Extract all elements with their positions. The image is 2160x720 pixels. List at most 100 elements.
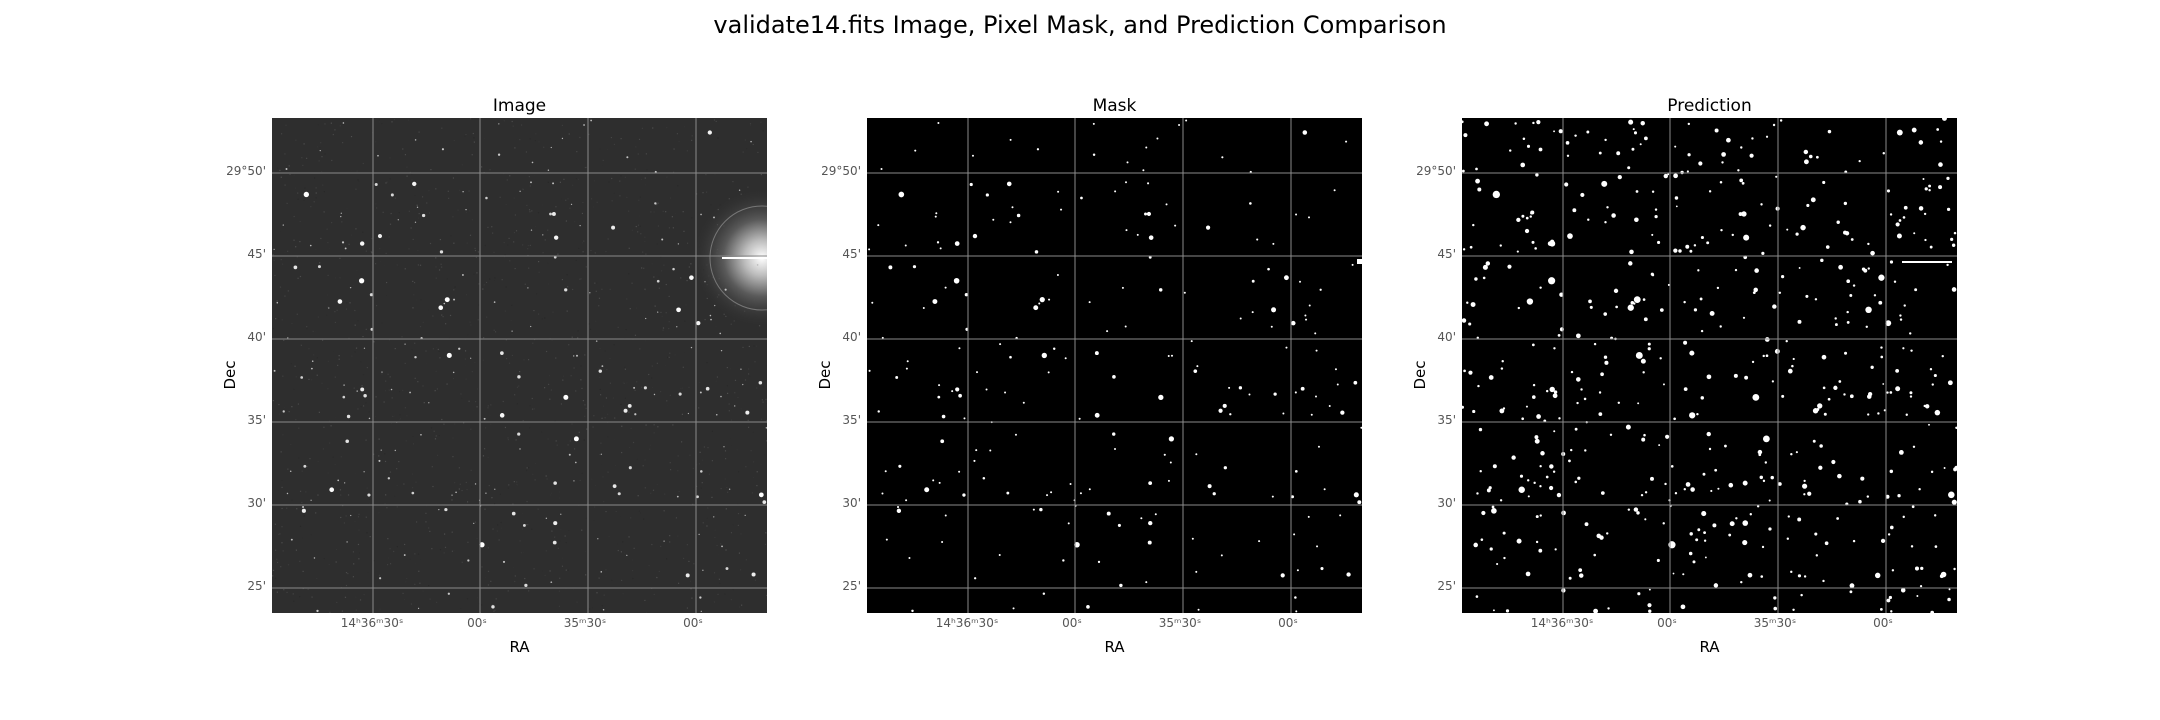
noise-pixel xyxy=(465,133,467,136)
noise-pixel xyxy=(631,282,633,284)
source xyxy=(368,417,371,420)
noise-pixel xyxy=(603,594,605,596)
noise-pixel xyxy=(521,528,524,530)
noise-pixel xyxy=(537,313,540,315)
source xyxy=(880,167,883,171)
source xyxy=(1117,523,1121,527)
source xyxy=(542,234,544,236)
noise-pixel xyxy=(421,196,424,198)
noise-pixel xyxy=(722,605,724,607)
predicted-source xyxy=(1941,118,1947,121)
noise-pixel xyxy=(295,139,297,141)
noise-pixel xyxy=(565,220,568,222)
predicted-source xyxy=(1930,610,1935,613)
predicted-source xyxy=(1805,294,1809,298)
source xyxy=(1587,218,1590,221)
source xyxy=(720,395,722,398)
noise-pixel xyxy=(678,490,680,493)
noise-pixel xyxy=(335,548,338,551)
source xyxy=(1223,466,1227,470)
noise-pixel xyxy=(475,256,477,259)
predicted-source xyxy=(1873,294,1877,297)
predicted-source xyxy=(1572,208,1577,213)
source xyxy=(1491,508,1497,514)
source xyxy=(656,279,660,283)
source xyxy=(1207,484,1212,489)
noise-pixel xyxy=(294,365,296,367)
noise-pixel xyxy=(564,453,566,455)
source xyxy=(358,278,365,284)
source xyxy=(1258,540,1261,543)
predicted-source xyxy=(1898,219,1902,222)
noise-pixel xyxy=(575,367,577,369)
noise-pixel xyxy=(561,557,564,559)
source xyxy=(1532,395,1536,399)
predicted-source xyxy=(1816,408,1820,411)
noise-pixel xyxy=(588,133,590,135)
predicted-source xyxy=(1643,433,1646,437)
source xyxy=(1256,238,1259,241)
source xyxy=(1480,538,1484,541)
source xyxy=(1903,304,1906,307)
source xyxy=(745,410,750,415)
noise-pixel xyxy=(476,597,479,599)
noise-pixel xyxy=(742,346,744,349)
source xyxy=(690,346,693,349)
source xyxy=(1476,336,1479,340)
source xyxy=(282,224,284,226)
predicted-source xyxy=(1574,480,1578,484)
predicted-source xyxy=(1696,412,1699,416)
noise-pixel xyxy=(655,395,657,398)
source xyxy=(346,541,348,543)
noise-pixel xyxy=(603,501,605,503)
source xyxy=(1865,325,1868,328)
noise-pixel xyxy=(626,298,628,300)
noise-pixel xyxy=(461,164,463,166)
predicted-source xyxy=(1589,305,1593,309)
noise-pixel xyxy=(533,568,535,570)
noise-pixel xyxy=(419,325,422,328)
source xyxy=(517,375,521,379)
noise-pixel xyxy=(383,401,385,403)
noise-pixel xyxy=(507,437,509,439)
noise-pixel xyxy=(429,450,431,453)
noise-pixel xyxy=(694,279,696,281)
noise-pixel xyxy=(516,481,518,483)
source xyxy=(441,148,445,151)
source xyxy=(1817,403,1823,409)
source xyxy=(1751,137,1754,140)
noise-pixel xyxy=(677,582,680,584)
noise-pixel xyxy=(446,278,448,280)
predicted-source xyxy=(1933,373,1937,378)
source xyxy=(1300,386,1305,391)
source xyxy=(720,350,723,352)
predicted-source xyxy=(1814,532,1818,536)
noise-pixel xyxy=(590,198,593,200)
noise-pixel xyxy=(683,230,685,232)
source xyxy=(485,492,487,494)
noise-pixel xyxy=(375,305,378,307)
noise-pixel xyxy=(558,590,561,592)
noise-pixel xyxy=(428,584,430,587)
noise-pixel xyxy=(624,366,626,368)
noise-pixel xyxy=(389,563,392,565)
noise-pixel xyxy=(280,451,282,453)
noise-pixel xyxy=(299,560,301,562)
noise-pixel xyxy=(602,476,604,478)
predicted-source xyxy=(1742,182,1745,185)
noise-pixel xyxy=(511,304,513,306)
predicted-source xyxy=(1549,464,1554,469)
noise-pixel xyxy=(507,590,509,592)
noise-pixel xyxy=(747,135,749,137)
noise-pixel xyxy=(282,375,284,377)
source xyxy=(443,302,446,305)
source xyxy=(612,484,617,489)
noise-pixel xyxy=(702,192,704,194)
source xyxy=(1737,169,1740,172)
noise-pixel xyxy=(472,409,474,411)
predicted-source xyxy=(1650,272,1654,276)
noise-pixel xyxy=(543,387,546,389)
noise-pixel xyxy=(568,344,570,346)
source xyxy=(1114,190,1117,193)
noise-pixel xyxy=(357,179,359,181)
